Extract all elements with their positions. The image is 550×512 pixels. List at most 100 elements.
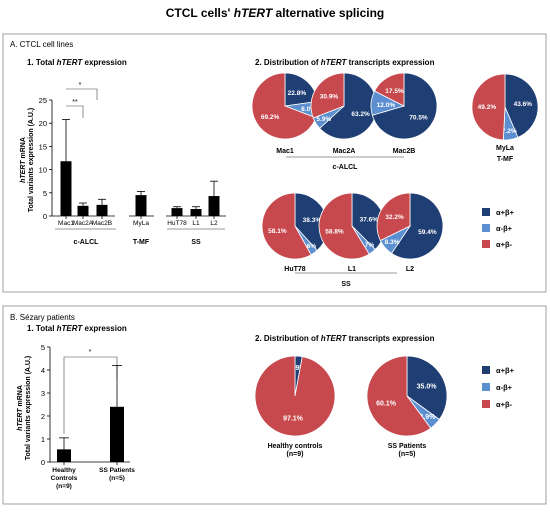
- pie-caption: HuT78: [284, 266, 306, 273]
- legend-a-swatch-2: [482, 224, 490, 232]
- pie-healthy-controls-n-9: 2.9% 97.1% Healthy controls(n=9): [254, 355, 336, 458]
- pie-slice: [261, 192, 312, 260]
- group-label-tmf: T-MF: [133, 239, 150, 246]
- pie-slice: [318, 192, 370, 260]
- legend-a-swatch-1: [482, 208, 490, 216]
- x-category-label: Mac2B: [92, 220, 112, 227]
- pie-slice: [376, 192, 411, 242]
- y-tick-label: 5: [41, 343, 45, 352]
- x-category-label: Controls: [51, 475, 78, 482]
- panel-a-label: A. CTCL cell lines: [10, 40, 73, 49]
- pie-slice-label: 58.8%: [325, 228, 344, 235]
- panel-a-dist-heading: 2. Distribution of hTERT transcripts exp…: [255, 58, 435, 67]
- y-tick-label: 10: [39, 166, 47, 175]
- pie-group-label-calcl: c-ALCL: [333, 164, 359, 171]
- bar: [135, 195, 147, 216]
- sig-marker-outer: *: [79, 82, 82, 89]
- pie-slice: [310, 72, 345, 119]
- y-tick-label: 1: [41, 435, 45, 444]
- pie-slice-label: 4.9%: [419, 414, 436, 421]
- pie-mac2a: 63.2% 5.9% 30.9% Mac2A: [310, 72, 378, 155]
- pie-slice-label: 8.0%: [301, 106, 316, 113]
- figure-title-prefix: CTCL cells': [166, 6, 234, 20]
- pie-caption: (n=5): [399, 451, 416, 458]
- pie-slice-label: 17.5%: [385, 88, 404, 95]
- panel-a-total-heading: 1. Total hTERT expression: [27, 58, 127, 67]
- pie-caption: L1: [348, 266, 356, 273]
- pie-caption: L2: [406, 266, 414, 273]
- group-label-ss: SS: [191, 239, 201, 246]
- legend-b-label-1: α+β+: [496, 366, 515, 375]
- bar: [57, 449, 71, 462]
- pie-slice-label: 3.7%: [359, 242, 374, 249]
- y-tick-label: 20: [39, 119, 47, 128]
- y-tick-label: 0: [41, 458, 45, 467]
- legend-a-label-3: α+β-: [496, 240, 513, 249]
- pie-slice-label: 63.2%: [351, 111, 370, 118]
- pie-group-label-ss: SS: [341, 281, 351, 288]
- bar: [96, 204, 108, 216]
- legend-b-swatch-1: [482, 366, 490, 374]
- y-tick-label: 15: [39, 142, 47, 151]
- pie-mac1: 22.8% 8.0% 69.2% Mac1: [251, 72, 319, 155]
- x-category-label: (n=9): [56, 483, 72, 490]
- sig-bracket-outer: [66, 88, 98, 100]
- y-tick-label: 5: [43, 189, 47, 198]
- panel-b-ylabel-2: Total variants expression (A.U.): [25, 356, 32, 461]
- x-category-label: L1: [192, 220, 200, 227]
- x-category-label: Mac1: [58, 220, 74, 227]
- sig-marker-inner: **: [72, 99, 78, 106]
- pie-slice-label: 43.6%: [514, 101, 533, 108]
- x-category-label: L2: [210, 220, 218, 227]
- pie-slice-label: 49.2%: [478, 104, 497, 111]
- sig-marker-b: *: [89, 349, 92, 356]
- panel-b-dist-heading: 2. Distribution of hTERT transcripts exp…: [255, 334, 435, 343]
- pie-caption: MyLa: [496, 145, 514, 152]
- pie-slice-label: 69.2%: [261, 114, 280, 121]
- x-category-label: Healthy: [52, 467, 76, 474]
- sig-bracket-inner: [66, 105, 84, 118]
- y-tick-label: 0: [43, 212, 47, 221]
- panel-b-frame: [2, 305, 547, 505]
- figure-title: CTCL cells' hTERT alternative splicing: [166, 6, 385, 20]
- pie-slice: [390, 192, 444, 260]
- panel-a-frame: [2, 33, 547, 293]
- pie-slice-label: 97.1%: [283, 415, 304, 422]
- legend-b-label-2: α-β+: [496, 383, 513, 392]
- pie-ss-patients-n-5: 35.0% 4.9% 60.1% SS Patients(n=5): [366, 355, 448, 458]
- pie-slice-label: 60.1%: [376, 400, 397, 407]
- x-category-label: SS Patients: [99, 467, 135, 474]
- pie-slice-label: 5.9%: [316, 116, 331, 123]
- pie-slice-label: 22.8%: [288, 90, 307, 97]
- legend-b-swatch-2: [482, 383, 490, 391]
- pie-slice-label: 70.5%: [409, 114, 428, 121]
- group-label-calcl: c-ALCL: [74, 239, 100, 246]
- pie-slice-label: 38.3%: [303, 217, 322, 224]
- pie-slice-label: 59.4%: [418, 229, 437, 236]
- bar: [190, 209, 202, 216]
- pie-charts: 22.8% 8.0% 69.2% Mac1 63.2% 5.9% 30.9% Mac2A 70.…: [251, 72, 539, 458]
- legend-a-label-2: α-β+: [496, 224, 513, 233]
- pie-slice-label: 30.9%: [320, 93, 339, 100]
- pie-slice: [251, 72, 317, 140]
- pie-l1: 37.6% 3.7% 58.8% L1: [318, 192, 386, 273]
- pie-slice-label: 37.6%: [360, 217, 379, 224]
- bar: [60, 161, 72, 216]
- bar: [208, 196, 220, 216]
- pie-caption: Mac2B: [393, 148, 416, 155]
- pie-caption: (n=9): [287, 451, 304, 458]
- pie-slice-label: 2.9%: [290, 365, 307, 372]
- pie-slice: [366, 355, 432, 437]
- legend-a-swatch-3: [482, 240, 490, 248]
- legend-a-label-1: α+β+: [496, 208, 515, 217]
- pie-mac2b: 70.5% 12.0% 17.5% Mac2B: [370, 72, 438, 155]
- pie-hut78: 38.3% 3.6% 58.1% HuT78: [261, 192, 329, 273]
- pie-slice-label: 3.6%: [301, 243, 316, 250]
- pie-slice-label: 8.3%: [385, 239, 400, 246]
- figure-title-suffix: alternative splicing: [272, 6, 384, 20]
- panel-b-ylabel-1: hTERT mRNA: [17, 385, 24, 431]
- x-category-label: MyLa: [133, 220, 149, 227]
- pie-myla: 43.6% 7.2% 49.2% MyLa: [471, 73, 539, 152]
- pie-slice: [254, 355, 336, 437]
